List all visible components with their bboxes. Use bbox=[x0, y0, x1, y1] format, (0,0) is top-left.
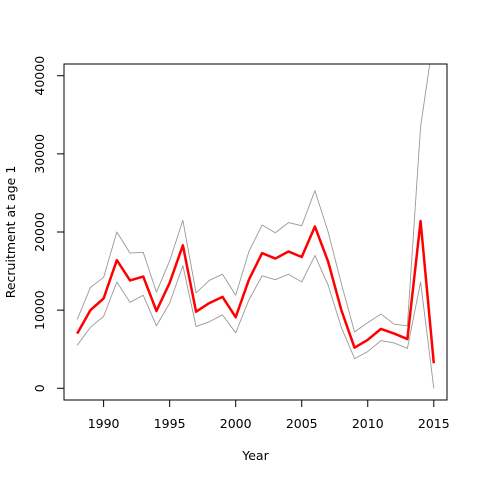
y-axis-title: Recruitment at age 1 bbox=[3, 166, 18, 299]
x-tick-label: 2000 bbox=[220, 416, 252, 431]
series-upper-line bbox=[76, 64, 431, 333]
x-axis: 1990 1995 2000 2005 2010 2015 bbox=[88, 399, 450, 431]
x-tick-label: 1995 bbox=[154, 416, 186, 431]
y-tick-label: 20000 bbox=[32, 212, 47, 252]
y-tick-label: 0 bbox=[32, 384, 47, 392]
y-tick-label: 10000 bbox=[32, 290, 47, 330]
x-axis-title: Year bbox=[241, 448, 269, 463]
series-layer bbox=[76, 64, 436, 389]
y-tick-label: 30000 bbox=[32, 134, 47, 174]
series-lower-line bbox=[76, 254, 435, 389]
x-tick-label: 1990 bbox=[88, 416, 120, 431]
y-tick-label: 40000 bbox=[32, 56, 47, 96]
series-estimate-line bbox=[76, 219, 436, 364]
plot-frame bbox=[63, 63, 448, 401]
x-tick-label: 2005 bbox=[286, 416, 318, 431]
x-tick-label: 2015 bbox=[418, 416, 450, 431]
x-tick-label: 2010 bbox=[352, 416, 384, 431]
y-axis: 0 10000 20000 30000 40000 bbox=[32, 56, 65, 392]
